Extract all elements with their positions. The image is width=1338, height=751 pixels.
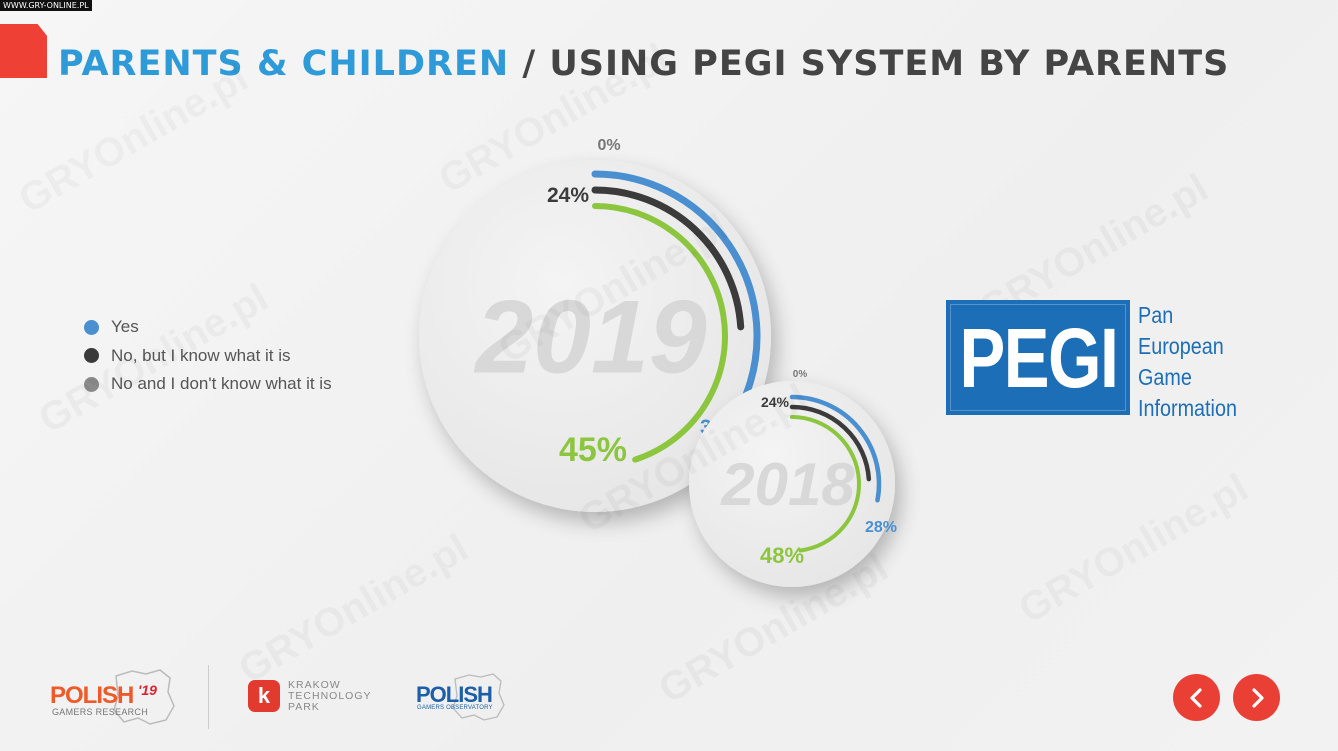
footer-divider — [208, 665, 209, 729]
watermark-text: GRYOnline.pl — [232, 526, 476, 692]
polish-gamers-observatory-logo: POLISH GAMERS OBSERVATORY — [416, 672, 506, 722]
pgr-title: POLISH — [50, 682, 134, 709]
pegi-logo: PEGI Pan European Game Information — [946, 300, 1246, 421]
watermark-text: GRYOnline.pl — [1012, 466, 1256, 632]
pegi-line-2: European — [1138, 333, 1224, 359]
data-label-no-but-i-know-what-it-is: 24% — [761, 394, 790, 410]
next-slide-button[interactable] — [1233, 674, 1280, 721]
pgr-subtitle: GAMERS RESEARCH — [52, 707, 149, 717]
chart-disc-2018 — [689, 381, 895, 587]
data-label-yes: 28% — [865, 519, 897, 536]
pgo-title: POLISH — [416, 682, 493, 707]
legend-item-no-dont-know: No and I don't know what it is — [84, 370, 332, 399]
pegi-tagline: Pan European Game Information — [1138, 300, 1253, 424]
site-tag: WWW.GRY-ONLINE.PL — [0, 0, 92, 11]
arc-yes — [591, 170, 761, 400]
chart-year-label: 2018 — [720, 451, 855, 518]
legend-label-yes: Yes — [111, 317, 139, 337]
radial-chart-2018: 2018 28% 24% 48% 0% — [689, 369, 897, 587]
pegi-word: PEGI — [958, 310, 1119, 405]
legend-label-no-dont-know: No and I don't know what it is — [111, 374, 332, 394]
polish-gamers-research-logo: POLISH '19 GAMERS RESEARCH — [50, 668, 175, 728]
chart-year-label: 2019 — [473, 279, 707, 395]
arc-no-but-i-know-what-it-is — [591, 186, 745, 331]
ktp-text: KRAKOW TECHNOLOGY PARK — [288, 680, 372, 713]
data-label-no-and-i-don-t-know-what-it-is: 48% — [760, 543, 804, 568]
data-label-no-but-i-know-what-it-is: 24% — [547, 184, 589, 207]
red-corner-accent — [0, 24, 47, 78]
pegi-line-3: Game — [1138, 364, 1192, 390]
legend-dot-no-dont-know — [84, 376, 99, 392]
legend-dot-no-but-know — [84, 348, 99, 364]
arc-no-and-i-don-t-know-what-it-is — [592, 203, 728, 463]
data-label-no-and-i-don-t-know-what-it-is: 45% — [559, 431, 627, 469]
pgr-year: '19 — [138, 682, 157, 698]
legend-item-yes: Yes — [84, 313, 332, 342]
arc-no-and-i-don-t-know-what-it-is — [790, 415, 861, 553]
pgo-subtitle: GAMERS OBSERVATORY — [417, 705, 493, 711]
chart-disc-2019 — [419, 160, 771, 512]
ktp-line-1: KRAKOW — [288, 679, 341, 691]
legend-dot-yes — [84, 319, 99, 335]
poland-map-outline-icon — [452, 673, 505, 721]
title-part-1: PARENTS & CHILDREN — [58, 44, 510, 84]
arc-no-but-i-know-what-it-is — [789, 404, 872, 482]
watermark-text: GRYOnline.pl — [12, 56, 256, 222]
pegi-box: PEGI — [946, 300, 1130, 415]
title-separator: / — [509, 44, 550, 84]
ktp-line-3: PARK — [288, 701, 320, 713]
zero-label: 0% — [793, 369, 808, 380]
radial-chart-2019: 201931%24%45%0% — [419, 137, 771, 512]
arc-yes — [789, 394, 882, 503]
chart-legend: Yes No, but I know what it is No and I d… — [84, 313, 332, 399]
chevron-right-icon — [1251, 687, 1264, 708]
previous-slide-button[interactable] — [1173, 674, 1220, 721]
pegi-box-border — [950, 304, 1126, 411]
legend-item-no-but-know: No, but I know what it is — [84, 342, 332, 371]
pegi-line-1: Pan — [1138, 302, 1174, 328]
page-title: PARENTS & CHILDREN / USING PEGI SYSTEM B… — [58, 44, 1229, 84]
zero-label: 0% — [597, 137, 620, 154]
watermark-text: GRYOnline.pl — [32, 276, 276, 442]
krakow-technology-park-logo: k KRAKOW TECHNOLOGY PARK — [248, 680, 388, 716]
poland-map-outline-icon — [113, 669, 175, 725]
ktp-badge-icon: k — [248, 680, 280, 712]
chevron-left-icon — [1189, 687, 1202, 708]
ktp-line-2: TECHNOLOGY — [288, 690, 372, 702]
legend-label-no-but-know: No, but I know what it is — [111, 345, 291, 365]
pegi-line-4: Information — [1138, 395, 1237, 421]
title-part-2: USING PEGI SYSTEM BY PARENTS — [549, 44, 1230, 84]
